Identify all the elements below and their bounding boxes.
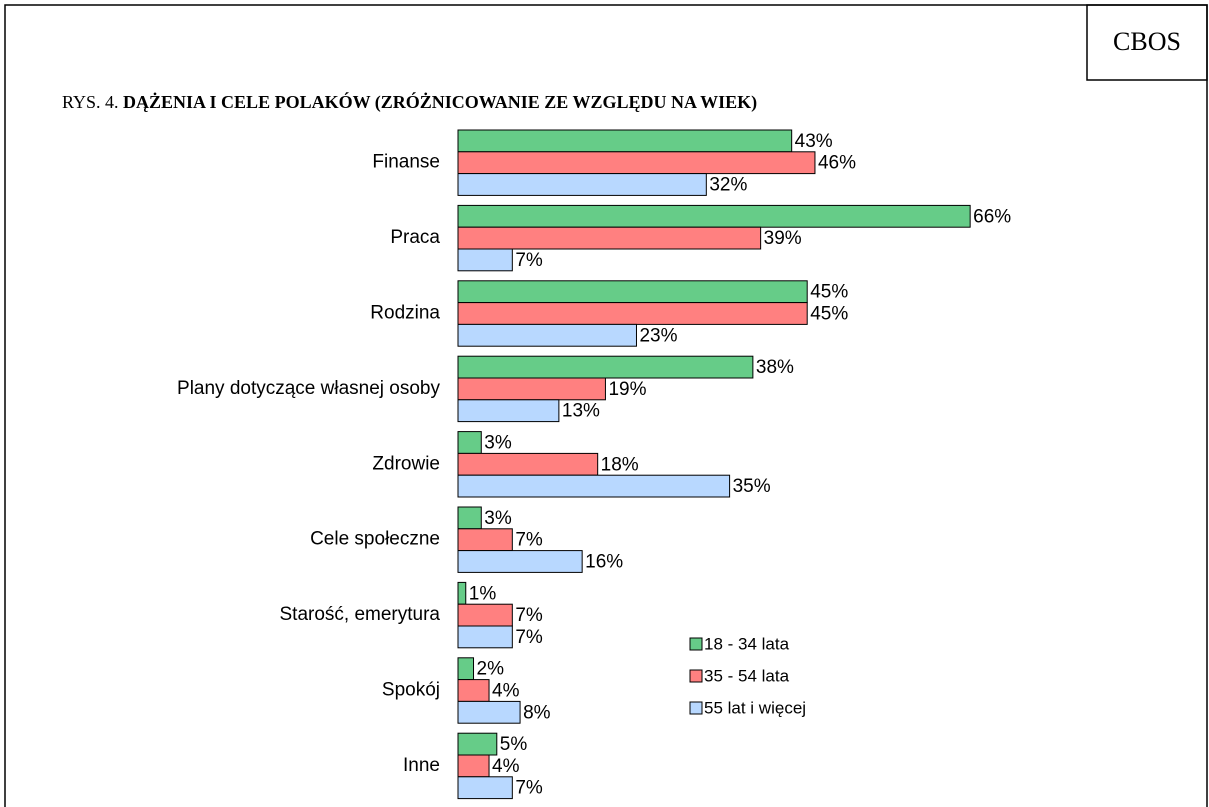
bar [457,581,467,605]
category-label: Praca [390,227,440,248]
bar [457,151,816,175]
bar [457,302,808,325]
bar [457,431,482,454]
bar [457,355,754,379]
value-label: 39% [764,228,802,249]
bar [457,452,599,476]
bar [457,603,513,627]
value-label: 19% [608,379,646,400]
bar [457,204,971,228]
bar [457,732,498,756]
bar [457,226,762,250]
source: CBOS [1113,27,1181,56]
value-label: 32% [709,175,747,196]
bar [457,700,521,724]
frame [4,4,1208,807]
category-label: Zdrowie [372,453,440,474]
value-label: 2% [477,659,505,680]
bar [457,528,513,552]
value-label: 35% [733,476,771,497]
bar [457,657,475,681]
value-label: 4% [492,756,520,777]
value-label: 7% [515,530,543,551]
bar [457,474,731,498]
value-label: 46% [818,153,856,174]
legend-label: 18 - 34 lata [704,634,790,653]
value-label: 4% [492,681,520,702]
bar [457,173,707,196]
value-label: 18% [601,454,639,475]
source-box [1086,4,1208,81]
category-label: Starość, emerytura [280,604,441,625]
bar [457,506,482,530]
bar [457,550,583,573]
value-label: 16% [585,552,623,573]
legend-label: 35 - 54 lata [704,666,790,685]
figure-label: RYS. 4. [62,92,119,112]
value-label: 23% [639,325,677,346]
bar [457,776,513,800]
bar [457,399,560,423]
legend-label: 55 lat i więcej [704,698,806,717]
bar [457,280,808,304]
value-label: 3% [484,508,512,529]
chart-title: RYS. 4. DĄŻENIA I CELE POLAKÓW (ZRÓŻNICO… [62,91,757,113]
value-label: 3% [484,433,512,454]
value-label: 38% [756,357,794,378]
value-label: 13% [562,401,600,422]
bar [457,679,490,702]
bar [457,129,793,153]
value-label: 45% [810,304,848,325]
value-label: 7% [515,605,543,626]
title: DĄŻENIA I CELE POLAKÓW (ZRÓŻNICOWANIE ZE… [123,91,757,113]
legend-swatch [689,701,703,715]
value-label: 66% [973,206,1011,227]
value-label: 1% [469,583,497,604]
value-label: 8% [523,702,551,723]
bar [457,248,513,272]
bar [457,754,490,778]
legend-swatch [689,669,703,683]
category-label: Inne [403,755,440,776]
category-label: Cele społeczne [310,529,440,550]
value-label: 45% [810,282,848,303]
bar [457,323,637,347]
value-label: 5% [500,734,528,755]
category-label: Rodzina [370,303,440,324]
category-label: Finanse [372,152,440,173]
bar [457,377,606,401]
bar [457,625,513,649]
value-label: 7% [515,627,543,648]
legend-swatch [689,637,703,651]
value-label: 7% [515,778,543,799]
category-label: Plany dotyczące własnej osoby [177,378,440,399]
value-label: 7% [515,250,543,271]
value-label: 43% [795,131,833,152]
category-label: Spokój [382,680,440,701]
